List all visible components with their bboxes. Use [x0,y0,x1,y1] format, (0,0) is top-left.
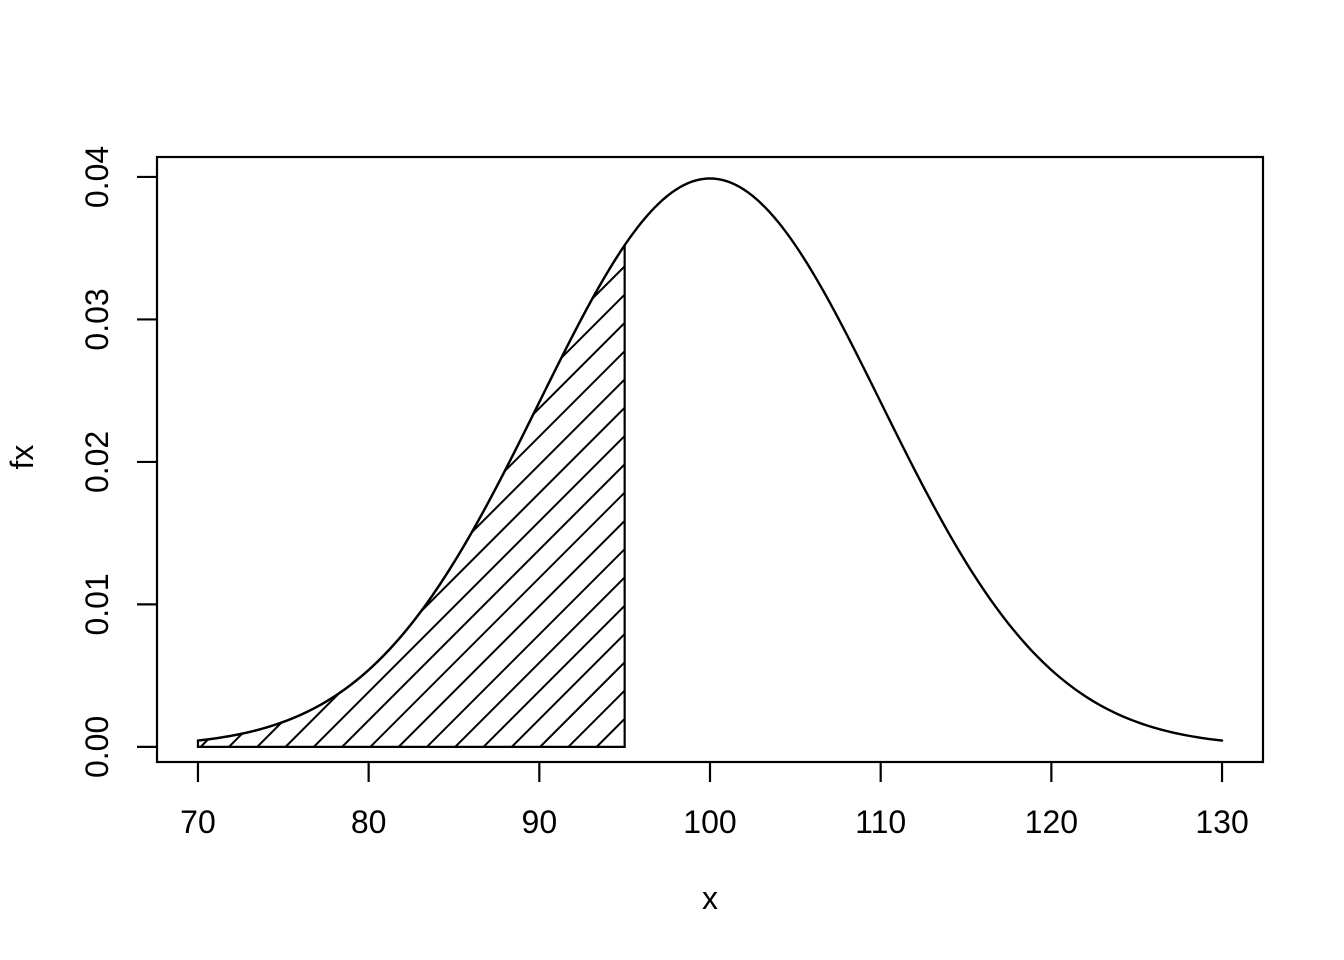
x-tick-label: 70 [180,804,216,840]
plot-area [155,155,1265,764]
shaded-region-hatched [196,241,626,748]
x-tick-label: 110 [855,804,906,840]
y-axis: 0.00 0.01 0.02 0.03 0.04 [79,146,157,778]
y-axis-label: fx [4,445,40,470]
plot-border-box [155,155,1265,764]
x-tick-label: 130 [1195,804,1248,840]
x-tick-label: 120 [1025,804,1078,840]
y-tick-label: 0.03 [79,288,115,350]
y-tick-label: 0.02 [79,431,115,493]
y-tick-label: 0.01 [79,573,115,635]
x-axis: 70 80 90 100 110 120 130 [180,762,1249,840]
x-tick-label: 80 [351,804,387,840]
x-tick-label: 100 [683,804,736,840]
y-tick-label: 0.00 [79,716,115,778]
x-tick-label: 90 [522,804,558,840]
y-tick-label: 0.04 [79,146,115,208]
density-curve [196,177,1224,742]
x-axis-label: x [702,880,718,916]
